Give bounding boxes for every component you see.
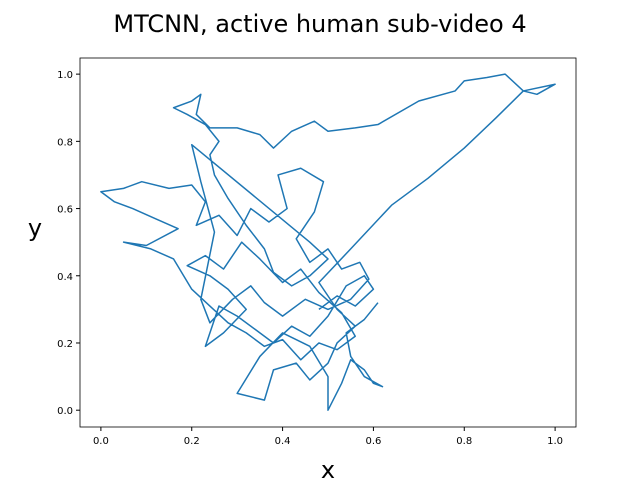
y-axis-label: y — [28, 214, 42, 242]
x-tick-label: 0.2 — [184, 436, 200, 447]
x-tick-label: 0.0 — [93, 436, 109, 447]
y-tick-label: 0.0 — [57, 406, 73, 417]
y-tick-label: 0.6 — [57, 205, 73, 216]
trajectory-line — [100, 73, 556, 411]
x-tick-label: 0.8 — [456, 436, 472, 447]
x-axis-label: x — [321, 456, 335, 480]
x-tick-label: 0.6 — [365, 436, 381, 447]
y-tick-label: 0.4 — [57, 272, 73, 283]
x-tick-label: 0.4 — [275, 436, 291, 447]
y-tick-label: 1.0 — [57, 70, 73, 81]
x-tick-label: 1.0 — [547, 436, 563, 447]
y-tick-label: 0.2 — [57, 339, 73, 350]
chart-title: MTCNN, active human sub-video 4 — [113, 10, 526, 38]
y-tick-label: 0.8 — [57, 137, 73, 148]
axes-frame — [79, 57, 577, 428]
